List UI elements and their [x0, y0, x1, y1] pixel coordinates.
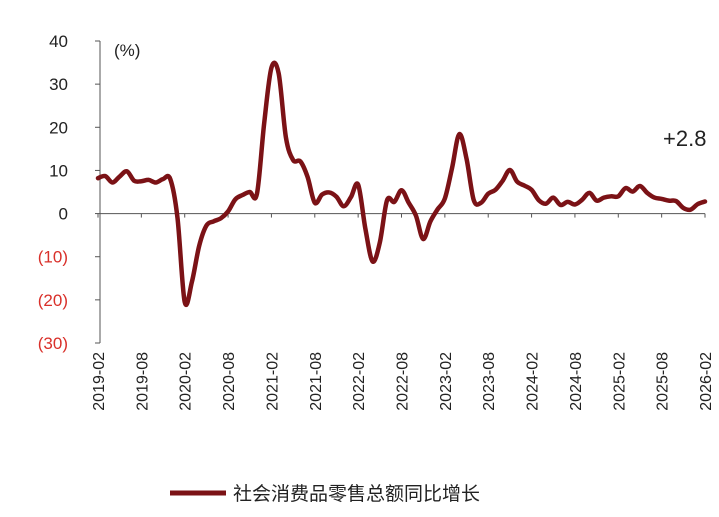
y-tick-label: (30)	[38, 334, 68, 353]
x-tick-label: 2023-02	[438, 352, 455, 411]
x-tick-label: 2020-02	[178, 352, 195, 411]
x-tick-label: 2022-02	[351, 352, 368, 411]
x-tick-label: 2019-08	[134, 352, 151, 411]
x-tick-label: 2022-08	[395, 352, 412, 411]
series-line	[95, 60, 708, 307]
x-tick-label: 2021-08	[308, 352, 325, 411]
x-tick-label: 2024-08	[568, 352, 585, 411]
x-tick-label: 2024-02	[525, 352, 542, 411]
y-axis: 40 30 20 10 0 (10) (20) (30)	[38, 32, 101, 353]
legend: 社会消费品零售总额同比增长	[170, 483, 480, 505]
x-axis: 2019-02 2019-08 2020-02 2020-08 2021-02 2021-…	[91, 213, 715, 411]
x-tick-label: 2025-08	[655, 352, 672, 411]
y-unit-label: (%)	[114, 41, 140, 60]
y-tick-label: 40	[49, 32, 68, 51]
x-tick-label: 2019-02	[91, 352, 108, 411]
x-tick-label: 2020-08	[221, 352, 238, 411]
y-tick-label: 20	[49, 118, 68, 137]
y-tick-label: 10	[49, 161, 68, 180]
y-tick-label: (10)	[38, 248, 68, 267]
x-tick-label: 2026-02	[698, 352, 715, 411]
last-value-annotation: +2.8	[663, 126, 706, 151]
x-tick-label: 2023-08	[481, 352, 498, 411]
y-tick-label: 30	[49, 75, 68, 94]
x-tick-label: 2025-02	[611, 352, 628, 411]
y-tick-label: 0	[59, 205, 68, 224]
series-layer	[95, 60, 708, 307]
y-tick-label: (20)	[38, 291, 68, 310]
x-tick-label: 2021-02	[264, 352, 281, 411]
legend-label: 社会消费品零售总额同比增长	[233, 483, 480, 505]
